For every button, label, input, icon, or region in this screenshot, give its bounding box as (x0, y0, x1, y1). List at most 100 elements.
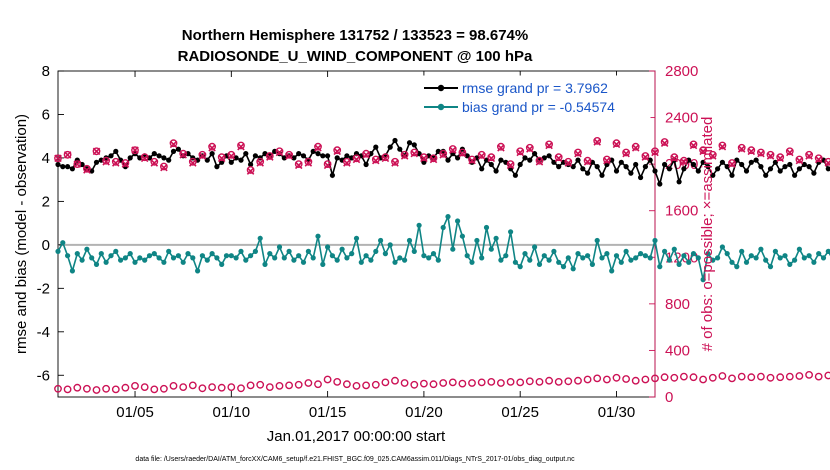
obs-possible-point (699, 146, 707, 155)
obs-assimilated-point (217, 154, 226, 163)
obs-possible-point (121, 159, 130, 167)
obs-cross-stroke (699, 147, 707, 156)
series-point (146, 253, 153, 259)
series-point (792, 257, 798, 263)
obs-cross-stroke (468, 156, 476, 165)
series-point (373, 248, 379, 254)
y-right-tick-label: 0 (665, 389, 673, 406)
obs-possible-point (208, 142, 217, 151)
series-point (585, 253, 591, 259)
obs-assimilated-point (343, 159, 351, 167)
obs-possible-point (237, 141, 245, 150)
series-point (623, 164, 629, 170)
obs-possible-point (256, 157, 265, 166)
series-point (565, 255, 571, 261)
obs-assimilated-point (718, 142, 727, 151)
series-point (440, 224, 446, 231)
x-tick-label: 01/05 (116, 404, 154, 421)
series-point (700, 277, 706, 283)
series-point (209, 251, 215, 257)
obs-cross-stroke (670, 154, 679, 163)
series-point (739, 161, 745, 168)
obs-cross-stroke (323, 161, 332, 170)
obs-possible-point (622, 375, 630, 383)
series-point (647, 255, 653, 261)
obs-cross-stroke (766, 152, 775, 160)
obs-cross-stroke (506, 161, 515, 170)
obs-possible-point (525, 143, 534, 152)
series-point (618, 259, 624, 265)
obs-assimilated-point (622, 149, 630, 158)
series-point (262, 261, 268, 267)
series-point (363, 161, 369, 168)
obs-cross-stroke (786, 148, 794, 157)
obs-possible-point (140, 383, 149, 391)
y-left-tick-label: 6 (42, 106, 50, 123)
obs-possible-point (776, 153, 785, 162)
series-point (479, 166, 485, 172)
series-point (517, 264, 523, 270)
series-point (715, 255, 721, 261)
series-point (613, 253, 620, 259)
obs-possible-point (381, 378, 390, 387)
series-point (623, 248, 629, 254)
obs-possible-point (631, 376, 640, 385)
series-line (57, 139, 830, 187)
obs-possible-point (150, 385, 159, 394)
obs-assimilated-point (612, 140, 621, 149)
obs-assimilated-point (420, 154, 428, 163)
obs-assimilated-point (814, 155, 823, 164)
x-tick-label: 01/10 (213, 404, 251, 421)
obs-possible-point (689, 140, 698, 149)
obs-assimilated-point (140, 154, 149, 163)
series-point (638, 174, 644, 181)
obs-possible-point (227, 383, 236, 391)
series-point (243, 151, 249, 157)
series-point (93, 261, 100, 267)
obs-possible-point (641, 152, 650, 160)
series-point (276, 244, 283, 250)
obs-assimilated-point (824, 159, 830, 167)
series-point (387, 144, 393, 150)
obs-possible-point (419, 153, 428, 162)
obs-assimilated-point (631, 144, 640, 152)
obs-possible-point (448, 145, 457, 153)
obs-cross-stroke (381, 154, 390, 163)
series-point (657, 264, 663, 270)
obs-assimilated-point (497, 144, 505, 152)
series-point (344, 255, 350, 261)
obs-assimilated-point (699, 147, 707, 156)
series-point (175, 146, 181, 152)
obs-possible-point (246, 381, 255, 390)
plot-area (57, 70, 656, 398)
series-point (710, 257, 716, 263)
obs-assimilated-point (352, 155, 361, 164)
series-point (642, 164, 649, 170)
series-point (469, 259, 475, 265)
series-point (89, 255, 95, 261)
obs-possible-point (516, 147, 525, 156)
obs-cross-stroke (776, 154, 784, 163)
series-4 (54, 370, 830, 394)
series-point (681, 166, 687, 172)
series-point (652, 237, 658, 244)
series-point (325, 244, 331, 250)
series-point (132, 259, 138, 265)
series-point (122, 255, 128, 261)
obs-possible-point (275, 381, 284, 390)
obs-assimilated-point (458, 149, 467, 158)
obs-possible-point (564, 377, 573, 386)
obs-possible-point (747, 146, 756, 155)
series-point (161, 259, 167, 265)
series-point (65, 164, 71, 170)
series-point (705, 251, 711, 257)
obs-possible-point (352, 154, 361, 163)
series-point (339, 246, 345, 252)
series-point (161, 155, 167, 161)
series-point (676, 261, 682, 267)
series-point (474, 237, 480, 244)
series-point (69, 268, 75, 274)
series-point (219, 159, 225, 165)
series-point (767, 166, 774, 172)
